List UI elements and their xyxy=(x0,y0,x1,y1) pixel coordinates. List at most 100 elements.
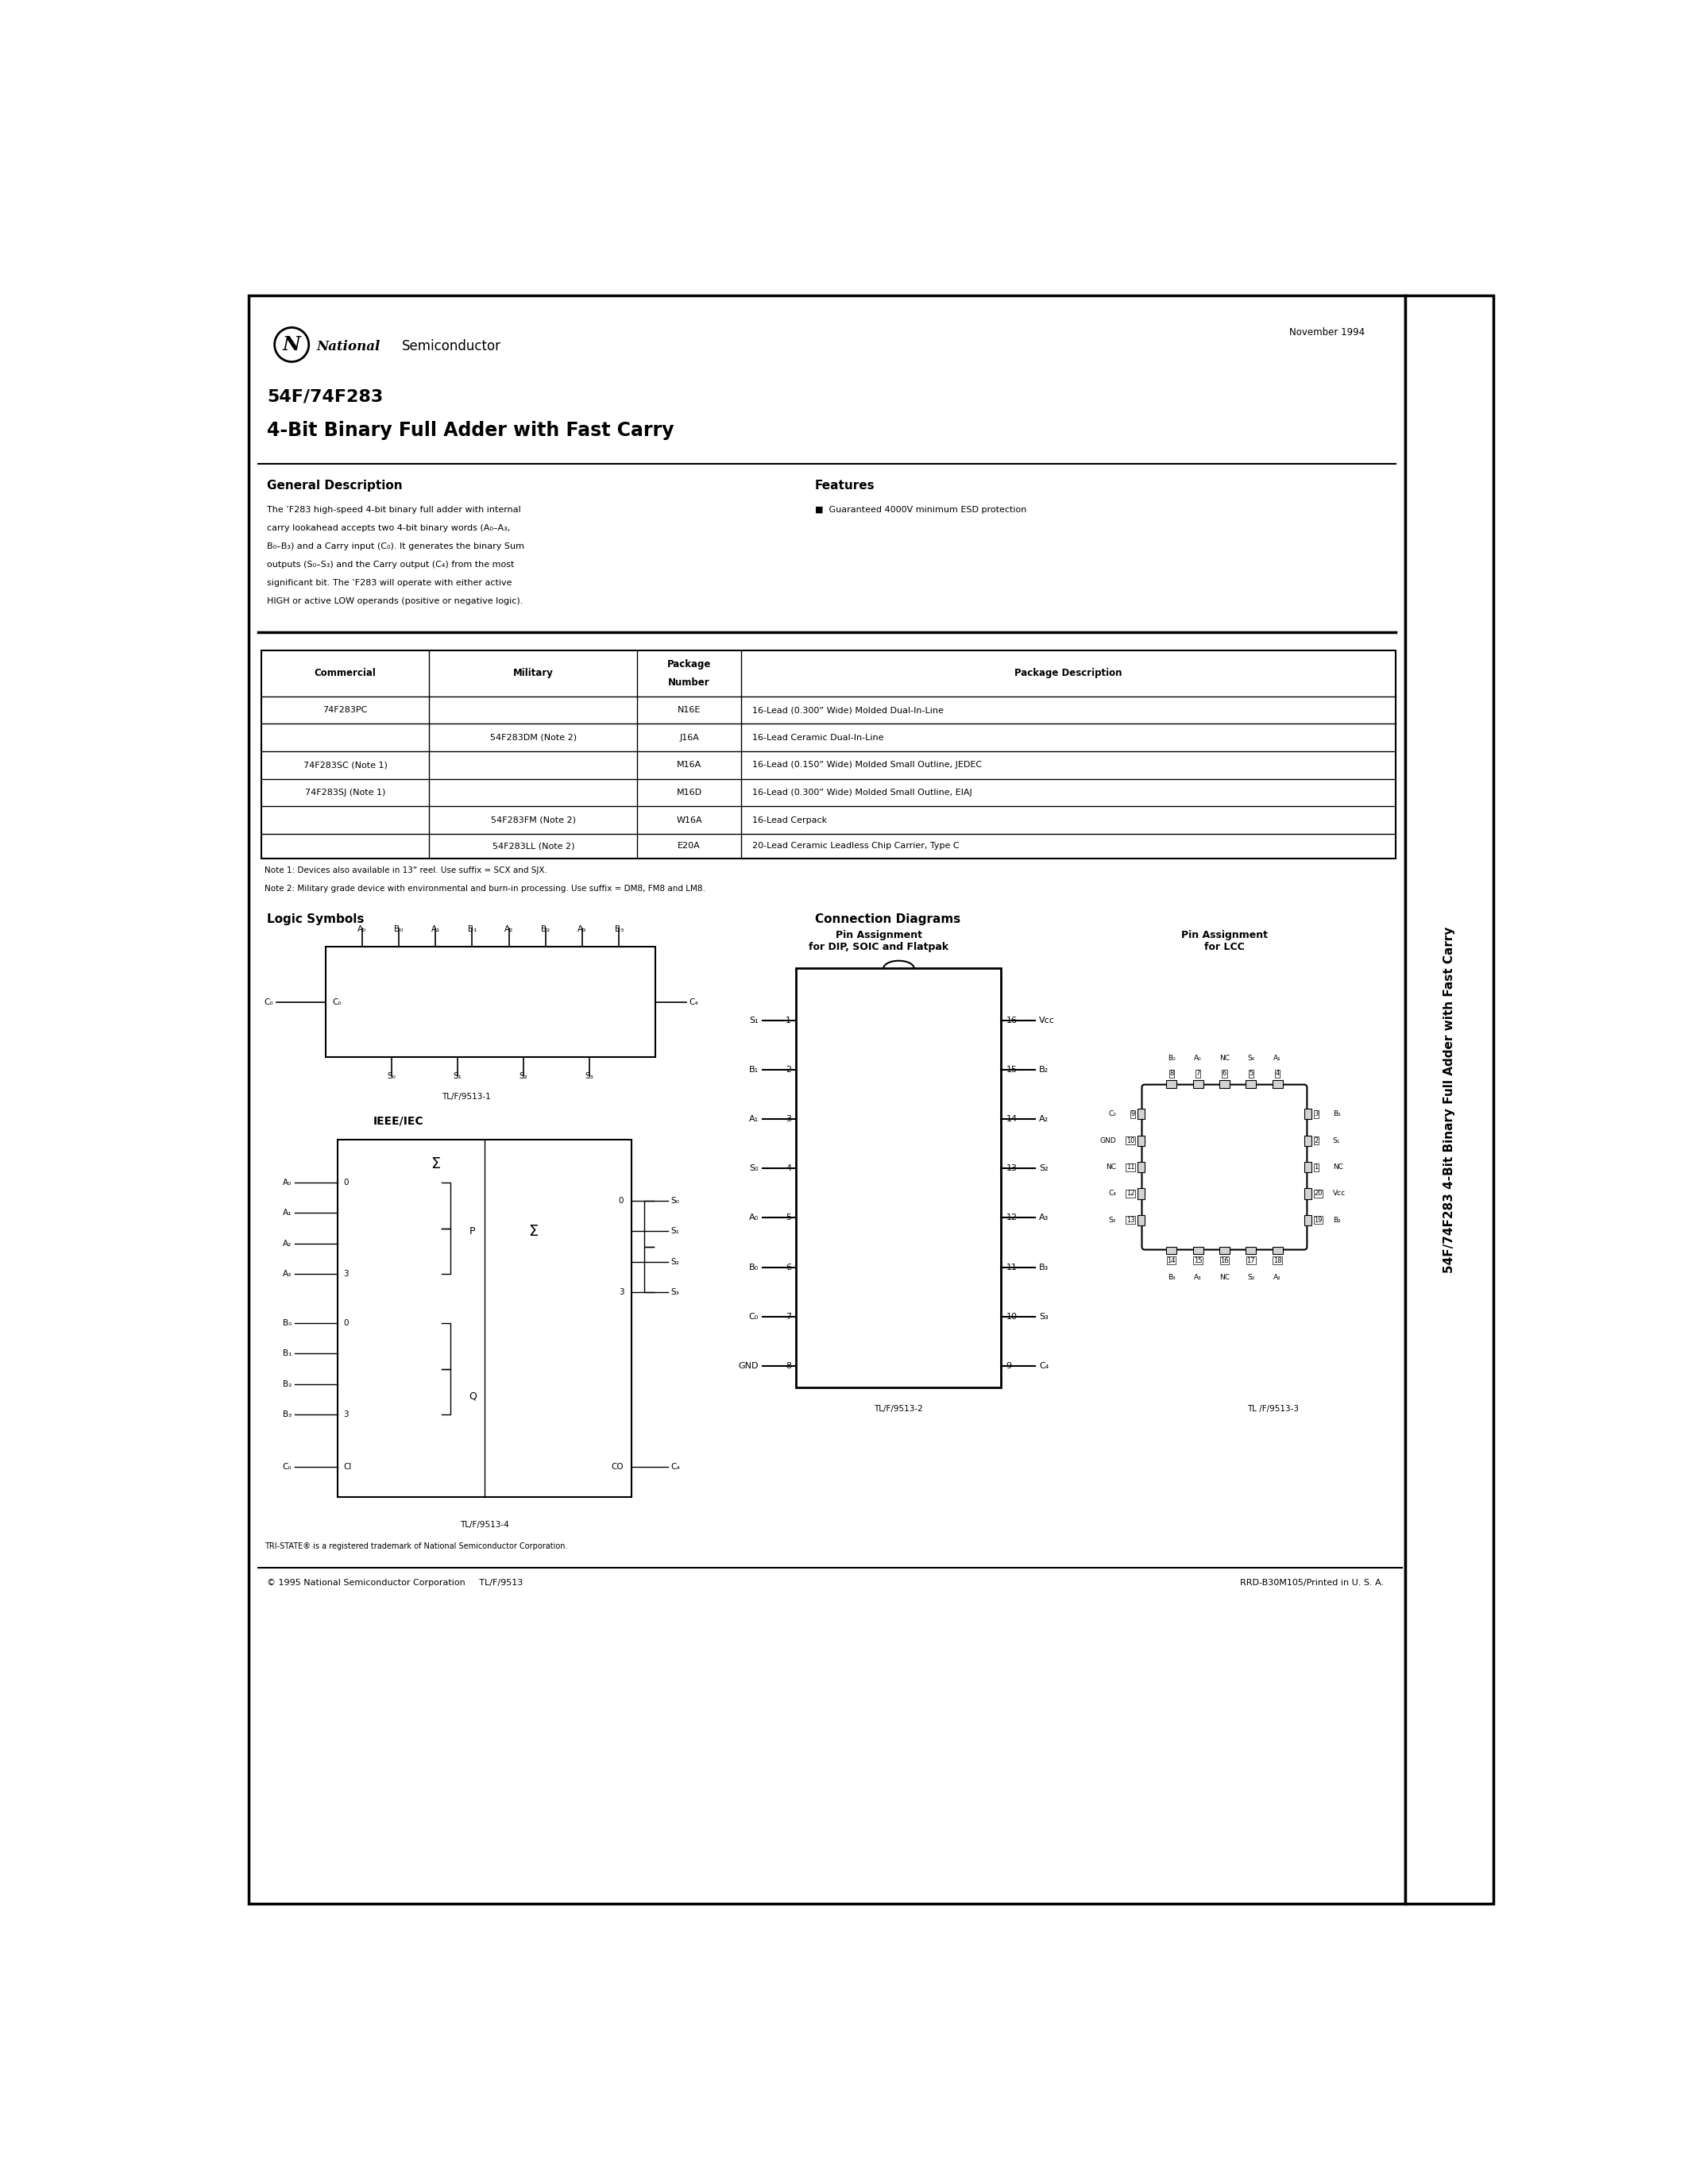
Text: C₄: C₄ xyxy=(689,998,699,1007)
Bar xyxy=(1138,1136,1144,1147)
Text: B₃: B₃ xyxy=(614,926,623,933)
Text: 7: 7 xyxy=(785,1313,792,1321)
Text: M16A: M16A xyxy=(677,760,702,769)
Text: 15: 15 xyxy=(1193,1258,1202,1265)
Text: B₃: B₃ xyxy=(284,1411,292,1420)
Text: A₃: A₃ xyxy=(284,1271,292,1278)
Text: 1: 1 xyxy=(787,1018,792,1024)
Text: 14: 14 xyxy=(1006,1116,1018,1123)
Text: Logic Symbols: Logic Symbols xyxy=(267,913,365,926)
Text: S₂: S₂ xyxy=(670,1258,680,1267)
Text: A₁: A₁ xyxy=(1273,1055,1281,1061)
Text: 10: 10 xyxy=(1126,1138,1134,1144)
Text: 18: 18 xyxy=(1273,1258,1281,1265)
Text: C₀: C₀ xyxy=(263,998,273,1007)
Text: Pin Assignment
for LCC: Pin Assignment for LCC xyxy=(1182,930,1268,952)
Text: S₀: S₀ xyxy=(670,1197,680,1206)
Text: 16: 16 xyxy=(1006,1018,1018,1024)
Text: 5: 5 xyxy=(787,1214,792,1221)
Text: 8: 8 xyxy=(1170,1070,1173,1077)
Text: Note 1: Devices also available in 13” reel. Use suffix = SCX and SJX.: Note 1: Devices also available in 13” re… xyxy=(263,867,547,874)
Text: A₀: A₀ xyxy=(1193,1055,1202,1061)
Bar xyxy=(1303,1136,1312,1147)
Text: A₁: A₁ xyxy=(430,926,441,933)
Text: 54F/74F283: 54F/74F283 xyxy=(267,389,383,404)
Text: Package Description: Package Description xyxy=(1014,668,1123,679)
Text: 10: 10 xyxy=(1006,1313,1018,1321)
Text: 4: 4 xyxy=(785,1164,792,1173)
Text: Note 2: Military grade device with environmental and burn-in processing. Use suf: Note 2: Military grade device with envir… xyxy=(263,885,706,893)
Bar xyxy=(1138,1109,1144,1120)
Text: W16A: W16A xyxy=(677,817,702,823)
Text: S₀: S₀ xyxy=(387,1072,395,1081)
Text: 17: 17 xyxy=(1247,1258,1256,1265)
Text: Military: Military xyxy=(513,668,554,679)
Text: CO: CO xyxy=(611,1463,625,1470)
Text: 8: 8 xyxy=(785,1361,792,1369)
Text: C₄: C₄ xyxy=(1109,1190,1116,1197)
Text: B₂: B₂ xyxy=(284,1380,292,1389)
Text: 16-Lead (0.300” Wide) Molded Small Outline, EIAJ: 16-Lead (0.300” Wide) Molded Small Outli… xyxy=(753,788,972,797)
Text: TL /F/9513-3: TL /F/9513-3 xyxy=(1247,1404,1300,1413)
Text: 3: 3 xyxy=(344,1411,349,1420)
Text: November 1994: November 1994 xyxy=(1290,328,1366,339)
Text: B₀: B₀ xyxy=(282,1319,292,1328)
Text: S₀: S₀ xyxy=(1247,1055,1254,1061)
Text: A₁: A₁ xyxy=(749,1116,758,1123)
Text: B₁: B₁ xyxy=(749,1066,758,1075)
Text: CI: CI xyxy=(344,1463,351,1470)
Text: A₂: A₂ xyxy=(284,1241,292,1247)
Text: B₁: B₁ xyxy=(1332,1109,1340,1118)
Text: GND: GND xyxy=(1101,1138,1116,1144)
Text: S₃: S₃ xyxy=(586,1072,594,1081)
Text: N16E: N16E xyxy=(677,705,701,714)
Text: 0: 0 xyxy=(344,1319,349,1328)
Bar xyxy=(1273,1081,1283,1088)
Text: S₁: S₁ xyxy=(670,1227,680,1236)
Text: C₀: C₀ xyxy=(282,1463,292,1470)
Text: 6: 6 xyxy=(1222,1070,1227,1077)
Bar xyxy=(326,948,655,1057)
Text: 2: 2 xyxy=(1315,1138,1318,1144)
Bar xyxy=(1193,1081,1204,1088)
Text: 4: 4 xyxy=(1276,1070,1280,1077)
Text: TL/F/9513-4: TL/F/9513-4 xyxy=(459,1520,508,1529)
Text: Pin Assignment
for DIP, SOIC and Flatpak: Pin Assignment for DIP, SOIC and Flatpak xyxy=(809,930,949,952)
Text: B₃: B₃ xyxy=(1040,1262,1048,1271)
Text: S₂: S₂ xyxy=(1040,1164,1048,1173)
Text: 54F283LL (Note 2): 54F283LL (Note 2) xyxy=(493,843,574,850)
Text: S₀: S₀ xyxy=(749,1164,758,1173)
Text: 74F283SC (Note 1): 74F283SC (Note 1) xyxy=(304,760,387,769)
Bar xyxy=(1303,1162,1312,1173)
Text: 0: 0 xyxy=(618,1197,625,1206)
Bar xyxy=(1166,1081,1177,1088)
Text: 14: 14 xyxy=(1168,1258,1175,1265)
Text: 54F283FM (Note 2): 54F283FM (Note 2) xyxy=(491,817,576,823)
Bar xyxy=(1138,1188,1144,1199)
Text: 1: 1 xyxy=(1315,1164,1318,1171)
Text: Connection Diagrams: Connection Diagrams xyxy=(815,913,960,926)
Text: 11: 11 xyxy=(1126,1164,1134,1171)
Text: C₄: C₄ xyxy=(1040,1361,1048,1369)
Text: 15: 15 xyxy=(1006,1066,1018,1075)
Text: NC: NC xyxy=(1219,1055,1229,1061)
Text: 19: 19 xyxy=(1315,1216,1323,1223)
Text: B₃: B₃ xyxy=(1168,1273,1175,1280)
Text: M16D: M16D xyxy=(677,788,702,797)
Text: RRD-B30M105/Printed in U. S. A.: RRD-B30M105/Printed in U. S. A. xyxy=(1239,1579,1384,1588)
Text: 16-Lead (0.300” Wide) Molded Dual-In-Line: 16-Lead (0.300” Wide) Molded Dual-In-Lin… xyxy=(753,705,944,714)
Text: 16-Lead (0.150” Wide) Molded Small Outline, JEDEC: 16-Lead (0.150” Wide) Molded Small Outli… xyxy=(753,760,982,769)
Text: 12: 12 xyxy=(1006,1214,1018,1221)
Text: P: P xyxy=(469,1225,474,1236)
Text: The ’F283 high-speed 4-bit binary full adder with internal: The ’F283 high-speed 4-bit binary full a… xyxy=(267,507,522,513)
Text: Vᴄᴄ: Vᴄᴄ xyxy=(1332,1190,1345,1197)
Text: Package: Package xyxy=(667,660,711,668)
Text: significant bit. The ’F283 will operate with either active: significant bit. The ’F283 will operate … xyxy=(267,579,511,587)
Bar xyxy=(262,651,1396,858)
Text: 3: 3 xyxy=(1315,1109,1318,1118)
Text: A₂: A₂ xyxy=(1273,1273,1281,1280)
Bar xyxy=(1219,1247,1229,1254)
Text: 9: 9 xyxy=(1131,1109,1134,1118)
Text: HIGH or active LOW operands (positive or negative logic).: HIGH or active LOW operands (positive or… xyxy=(267,598,523,605)
Text: J16A: J16A xyxy=(679,734,699,743)
